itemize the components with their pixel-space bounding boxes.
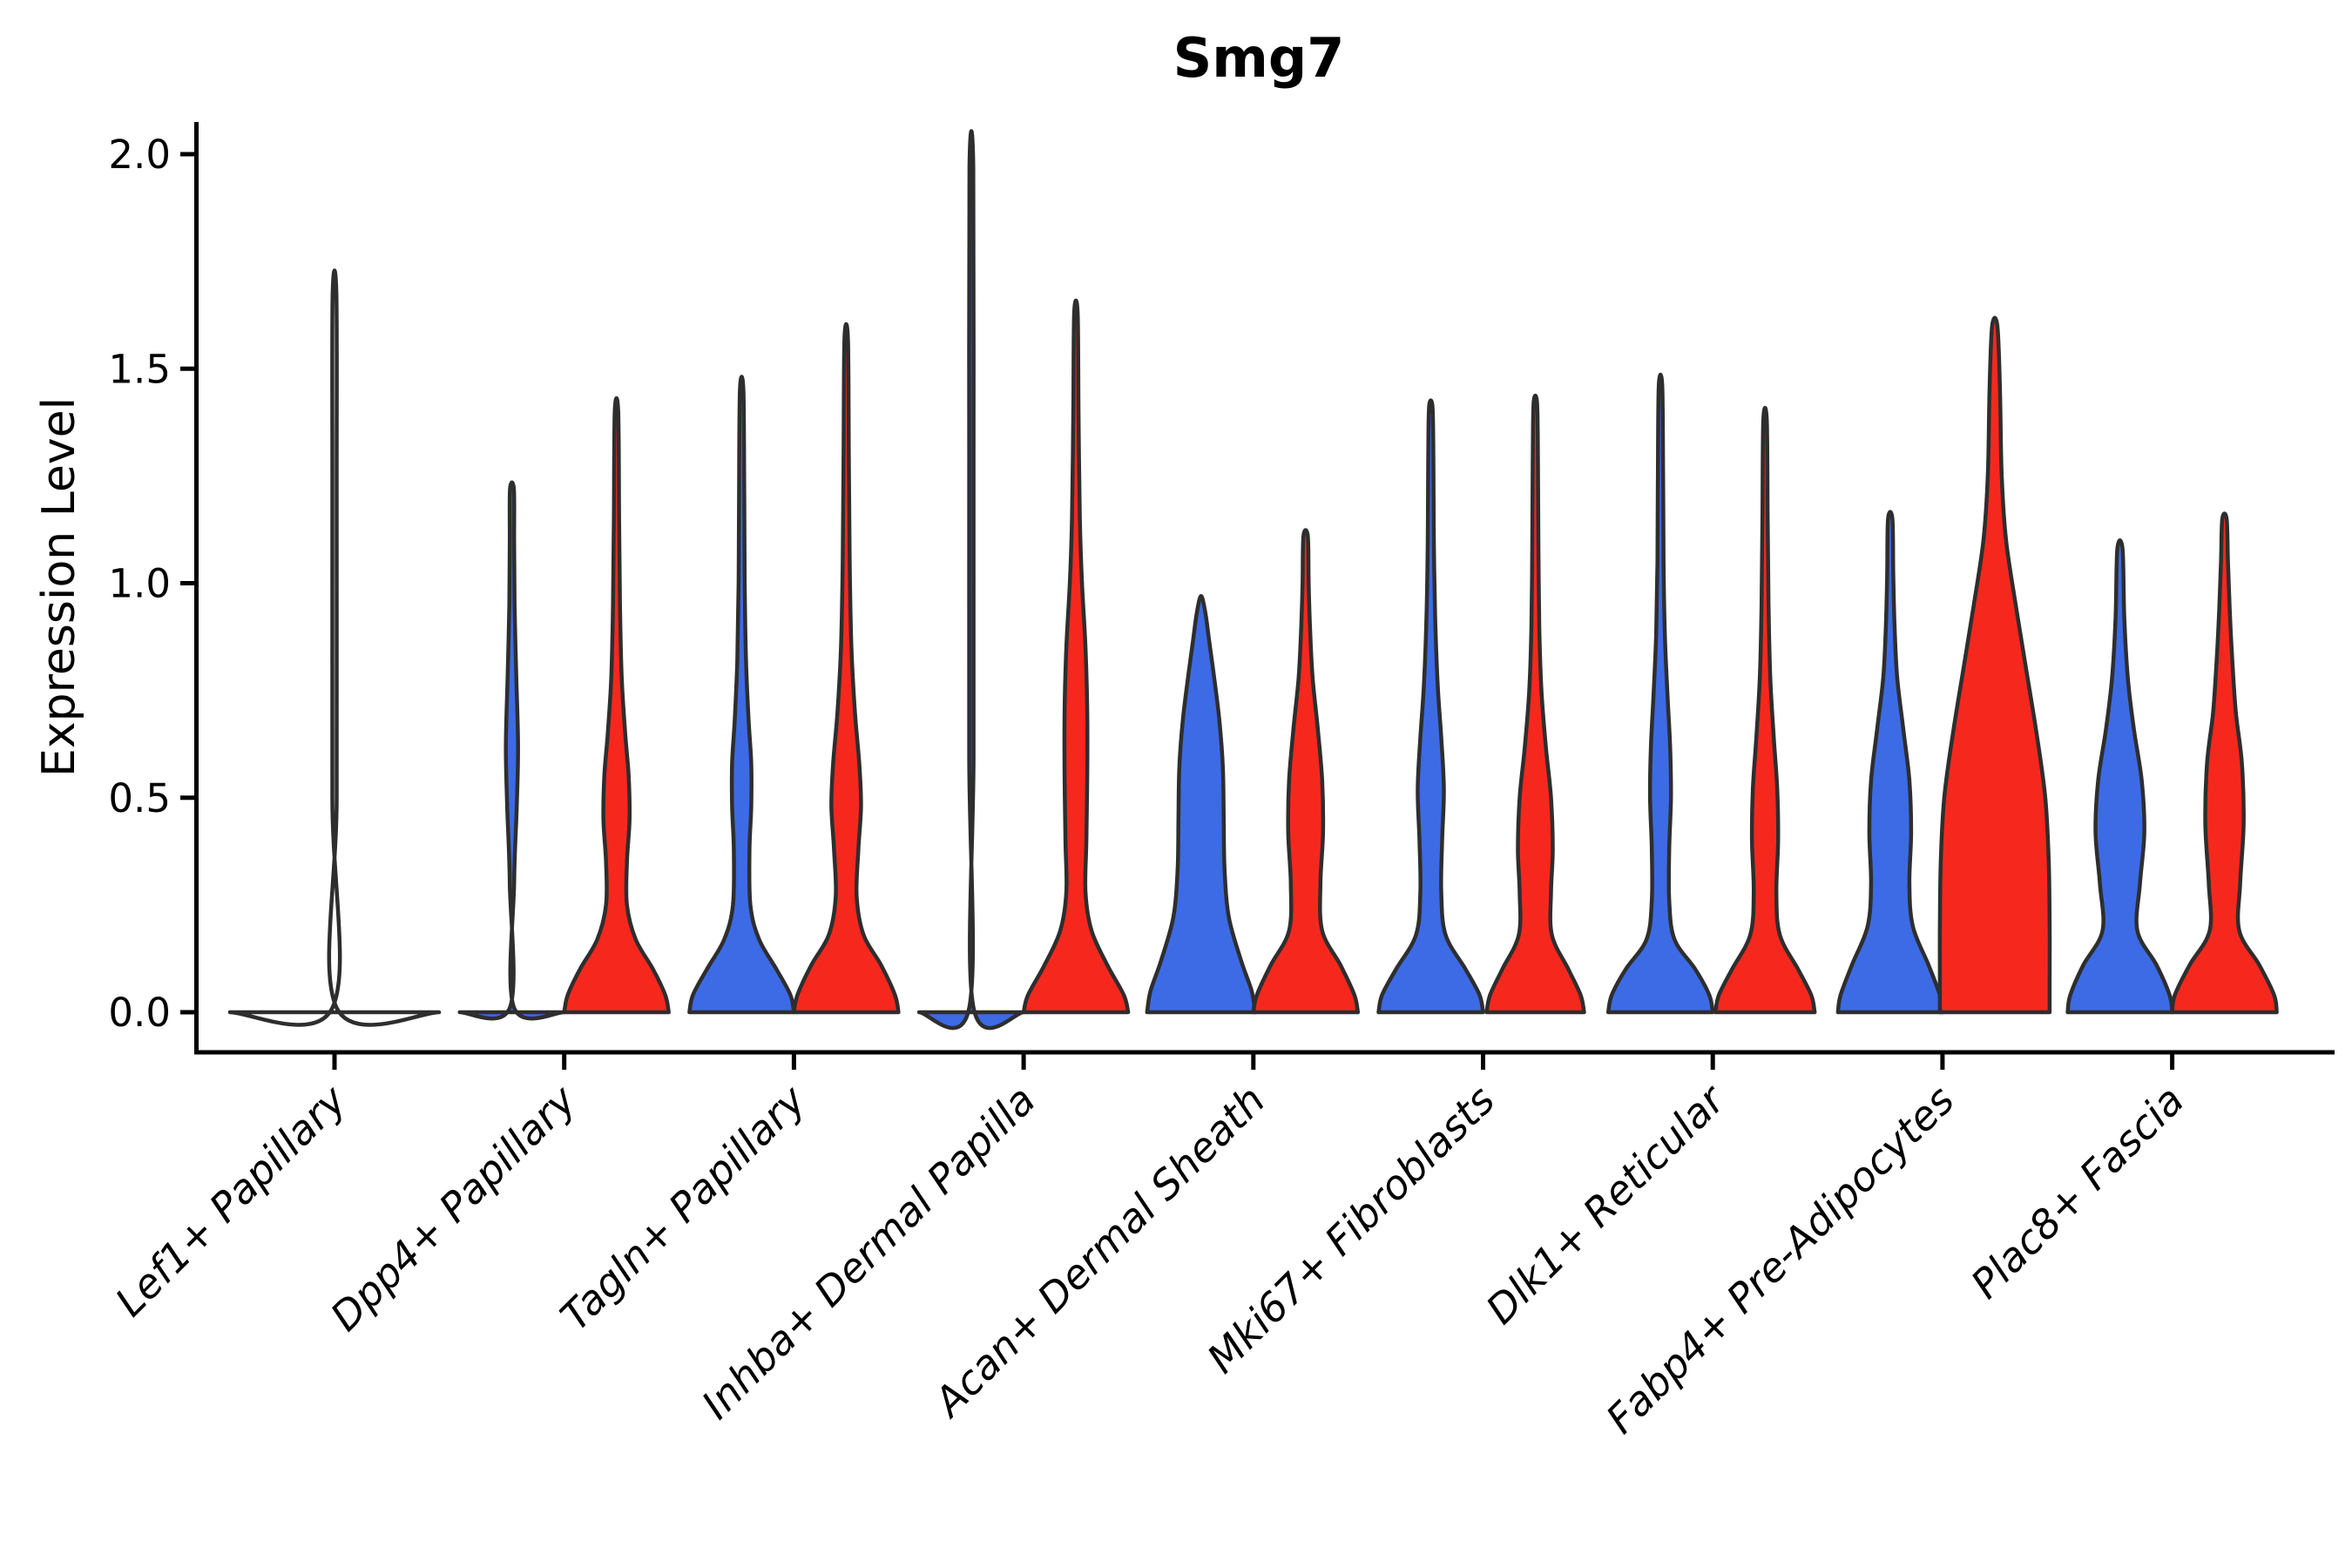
violin-lef1-papillary (227, 268, 442, 1027)
y-tick-label: 1.5 (108, 346, 171, 392)
violin-inhba-dermal-papilla-right-red (1021, 298, 1131, 1015)
violin-plac8-fascia-left-blue (2065, 538, 2174, 1015)
x-tick-label-dpp4-papillary: Dpp4+ Papillary (321, 1076, 585, 1340)
violin-acan-dermal-sheath-right-red (1251, 528, 1361, 1015)
x-tick-label-plac8-fascia: Plac8+ Fascia (1962, 1077, 2193, 1308)
y-tick-label: 0.0 (108, 990, 171, 1036)
y-tick-label: 1.0 (108, 561, 171, 607)
violin-dpp4-papillary-left-blue (457, 480, 566, 1021)
x-tick-label-lef1-papillary: Lef1+ Papillary (106, 1076, 355, 1325)
x-tick-label-tagln-papillary: Tagln+ Papillary (551, 1076, 815, 1340)
violin-plac8-fascia-right-red (2170, 511, 2279, 1015)
y-tick-label: 2.0 (108, 132, 171, 178)
violin-tagln-papillary-right-red (792, 321, 901, 1015)
violin-acan-dermal-sheath-left-blue (1145, 594, 1258, 1015)
y-tick-label: 0.5 (108, 775, 171, 821)
chart-title: Smg7 (1173, 26, 1345, 90)
violin-fabp4-pre-adipocytes-right-red (1937, 315, 2052, 1015)
violin-mki67-fibroblasts-right-red (1484, 393, 1586, 1015)
violin-tagln-papillary-left-blue (687, 375, 796, 1015)
violin-dlk1-reticular-right-red (1713, 405, 1817, 1015)
x-tick-label-dlk1-reticular: Dlk1+ Reticular (1477, 1074, 1735, 1333)
violin-dpp4-papillary-right-red (562, 395, 671, 1015)
violin-inhba-dermal-papilla-left-blue (916, 129, 1026, 1031)
violin-dlk1-reticular-left-blue (1605, 372, 1715, 1015)
violin-mki67-fibroblasts-left-blue (1376, 398, 1485, 1015)
violin-fabp4-pre-adipocytes-left-blue (1835, 510, 1945, 1015)
